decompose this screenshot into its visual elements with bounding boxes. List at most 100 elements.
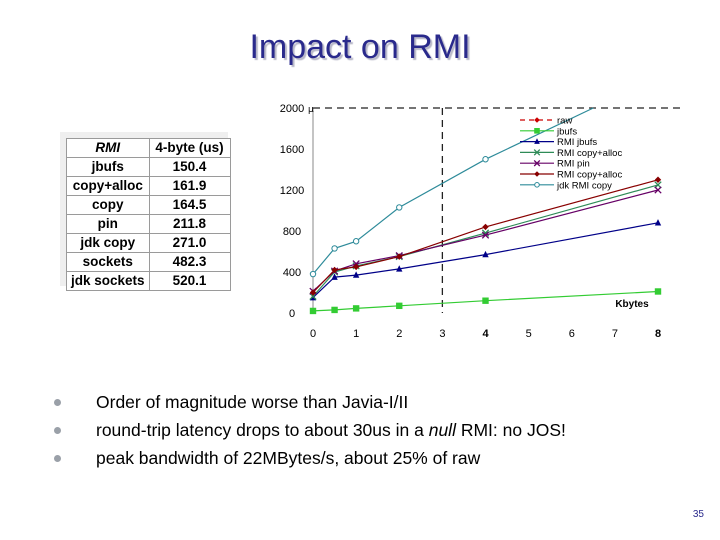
data-point xyxy=(396,302,403,310)
table-cell-value: 150.4 xyxy=(148,157,231,177)
data-point xyxy=(481,231,490,239)
table-row: copy 164.5 xyxy=(66,195,231,215)
page-number: 35 xyxy=(692,509,704,520)
bullet-list: Order of magnitude worse than Javia-I/II… xyxy=(46,388,566,472)
table-header-row: RMI 4-byte (us) xyxy=(66,138,231,158)
data-point xyxy=(654,176,662,183)
x-tick-label: 5 xyxy=(526,328,532,340)
series-line xyxy=(312,184,659,297)
legend-entry: RMI copy+alloc xyxy=(520,148,622,159)
legend-marker xyxy=(533,159,541,167)
table-cell-name: jdk copy xyxy=(66,233,150,253)
legend-entry: jbufs xyxy=(520,126,577,137)
data-point xyxy=(331,273,338,280)
bullet-dot-icon xyxy=(54,427,61,434)
data-point xyxy=(331,245,338,252)
data-point xyxy=(482,223,489,231)
x-axis-label: Kbytes xyxy=(615,299,649,310)
table-row: jdk copy 271.0 xyxy=(66,233,231,253)
legend-entry: raw xyxy=(520,116,572,127)
legend-entry: RMI pin xyxy=(520,159,590,170)
latency-table: RMI 4-byte (us) jbufs 150.4 copy+alloc 1… xyxy=(66,138,231,291)
legend-label: jdk RMI copy xyxy=(556,180,612,191)
bullet-text: peak bandwidth of 22MBytes/s, about 25% … xyxy=(96,448,480,468)
x-tick-label: 0 xyxy=(310,328,316,340)
bullet-text: Order of magnitude worse than Javia-I/II xyxy=(96,392,408,412)
legend-marker xyxy=(534,128,540,134)
bullet-item: round-trip latency drops to about 30us i… xyxy=(46,416,566,444)
legend-label: jbufs xyxy=(556,126,577,137)
table-cell-name: sockets xyxy=(66,252,150,272)
x-tick-label: 8 xyxy=(655,328,661,340)
table-row: sockets 482.3 xyxy=(66,252,231,272)
series-jbufs xyxy=(309,288,662,315)
chart-series xyxy=(309,107,662,315)
table-cell-name: jdk sockets xyxy=(66,271,150,291)
series-line xyxy=(312,179,659,293)
table-row: pin 211.8 xyxy=(66,214,231,234)
series-line xyxy=(312,290,659,312)
table-cell-value: 520.1 xyxy=(148,271,231,291)
chart-axes: 0 400 800 1200 1600 2000 μ 0 1 2 3 4 5 6 7 8 Kbytes xyxy=(280,103,661,340)
legend-label: RMI jbufs xyxy=(557,137,597,148)
data-point xyxy=(482,156,489,163)
series-rmi-copy-alloc xyxy=(309,181,662,301)
legend-entry: jdk RMI copy xyxy=(520,180,612,191)
legend-label: RMI copy+alloc xyxy=(557,170,622,181)
bullet-text-segment: RMI: no JOS! xyxy=(455,420,566,440)
y-tick-label: 400 xyxy=(283,267,301,279)
series-line xyxy=(312,222,659,299)
bullet-text: round-trip latency drops to about 30us i… xyxy=(96,420,566,440)
chart-reference-lines xyxy=(313,107,680,313)
series-rmi-jbufs xyxy=(309,219,662,301)
legend-marker xyxy=(534,138,540,144)
data-point xyxy=(331,306,338,314)
data-point xyxy=(309,270,317,278)
bullet-dot-icon xyxy=(54,399,61,406)
bullet-text-segment: peak bandwidth of 22MBytes/s, about 25% … xyxy=(96,448,481,468)
data-point xyxy=(352,305,360,312)
data-point xyxy=(396,265,403,272)
data-point xyxy=(482,297,489,304)
table-row: jdk sockets 520.1 xyxy=(66,271,231,291)
x-tick-label: 2 xyxy=(396,328,402,340)
data-point xyxy=(396,253,403,260)
y-tick-label: 800 xyxy=(283,226,301,238)
table-cell-name: pin xyxy=(66,214,150,234)
y-tick-label: 0 xyxy=(289,308,295,320)
series-line xyxy=(312,189,659,292)
series-rmi-pin xyxy=(309,186,662,295)
data-point xyxy=(352,263,360,271)
legend-entry: RMI jbufs xyxy=(520,137,597,148)
series-jdk-rmi-copy xyxy=(309,107,594,278)
data-point xyxy=(309,307,317,315)
slide-title: Impact on RMI xyxy=(249,28,471,66)
legend-label: RMI pin xyxy=(557,159,590,170)
legend-marker xyxy=(534,171,540,177)
bullet-dot-icon xyxy=(54,455,61,462)
x-tick-label: 1 xyxy=(353,328,359,340)
series-line xyxy=(312,107,594,275)
data-point xyxy=(309,289,317,296)
data-point xyxy=(331,266,338,274)
x-tick-label: 4 xyxy=(482,328,489,340)
legend-marker xyxy=(534,182,540,188)
x-tick-label: 6 xyxy=(569,328,575,340)
bullet-item: Order of magnitude worse than Javia-I/II xyxy=(46,388,566,416)
y-unit-label: μ xyxy=(308,105,314,115)
data-point xyxy=(352,238,360,245)
data-point xyxy=(396,204,403,211)
y-tick-label: 2000 xyxy=(280,103,304,115)
legend-marker xyxy=(534,117,540,123)
series-rmi-copy-alloc xyxy=(309,176,662,296)
y-tick-label: 1200 xyxy=(280,185,304,197)
bullet-text-segment: round-trip latency drops to about 30us i… xyxy=(96,420,429,440)
bullet-text-segment: null xyxy=(428,420,456,440)
legend-marker xyxy=(533,149,541,156)
data-point xyxy=(482,250,489,258)
table-cell-value: 271.0 xyxy=(148,233,231,253)
x-tick-label: 3 xyxy=(439,328,445,340)
bullet-text-segment: Order of magnitude worse than Javia-I/II xyxy=(96,392,409,412)
table-row: jbufs 150.4 xyxy=(66,157,231,177)
